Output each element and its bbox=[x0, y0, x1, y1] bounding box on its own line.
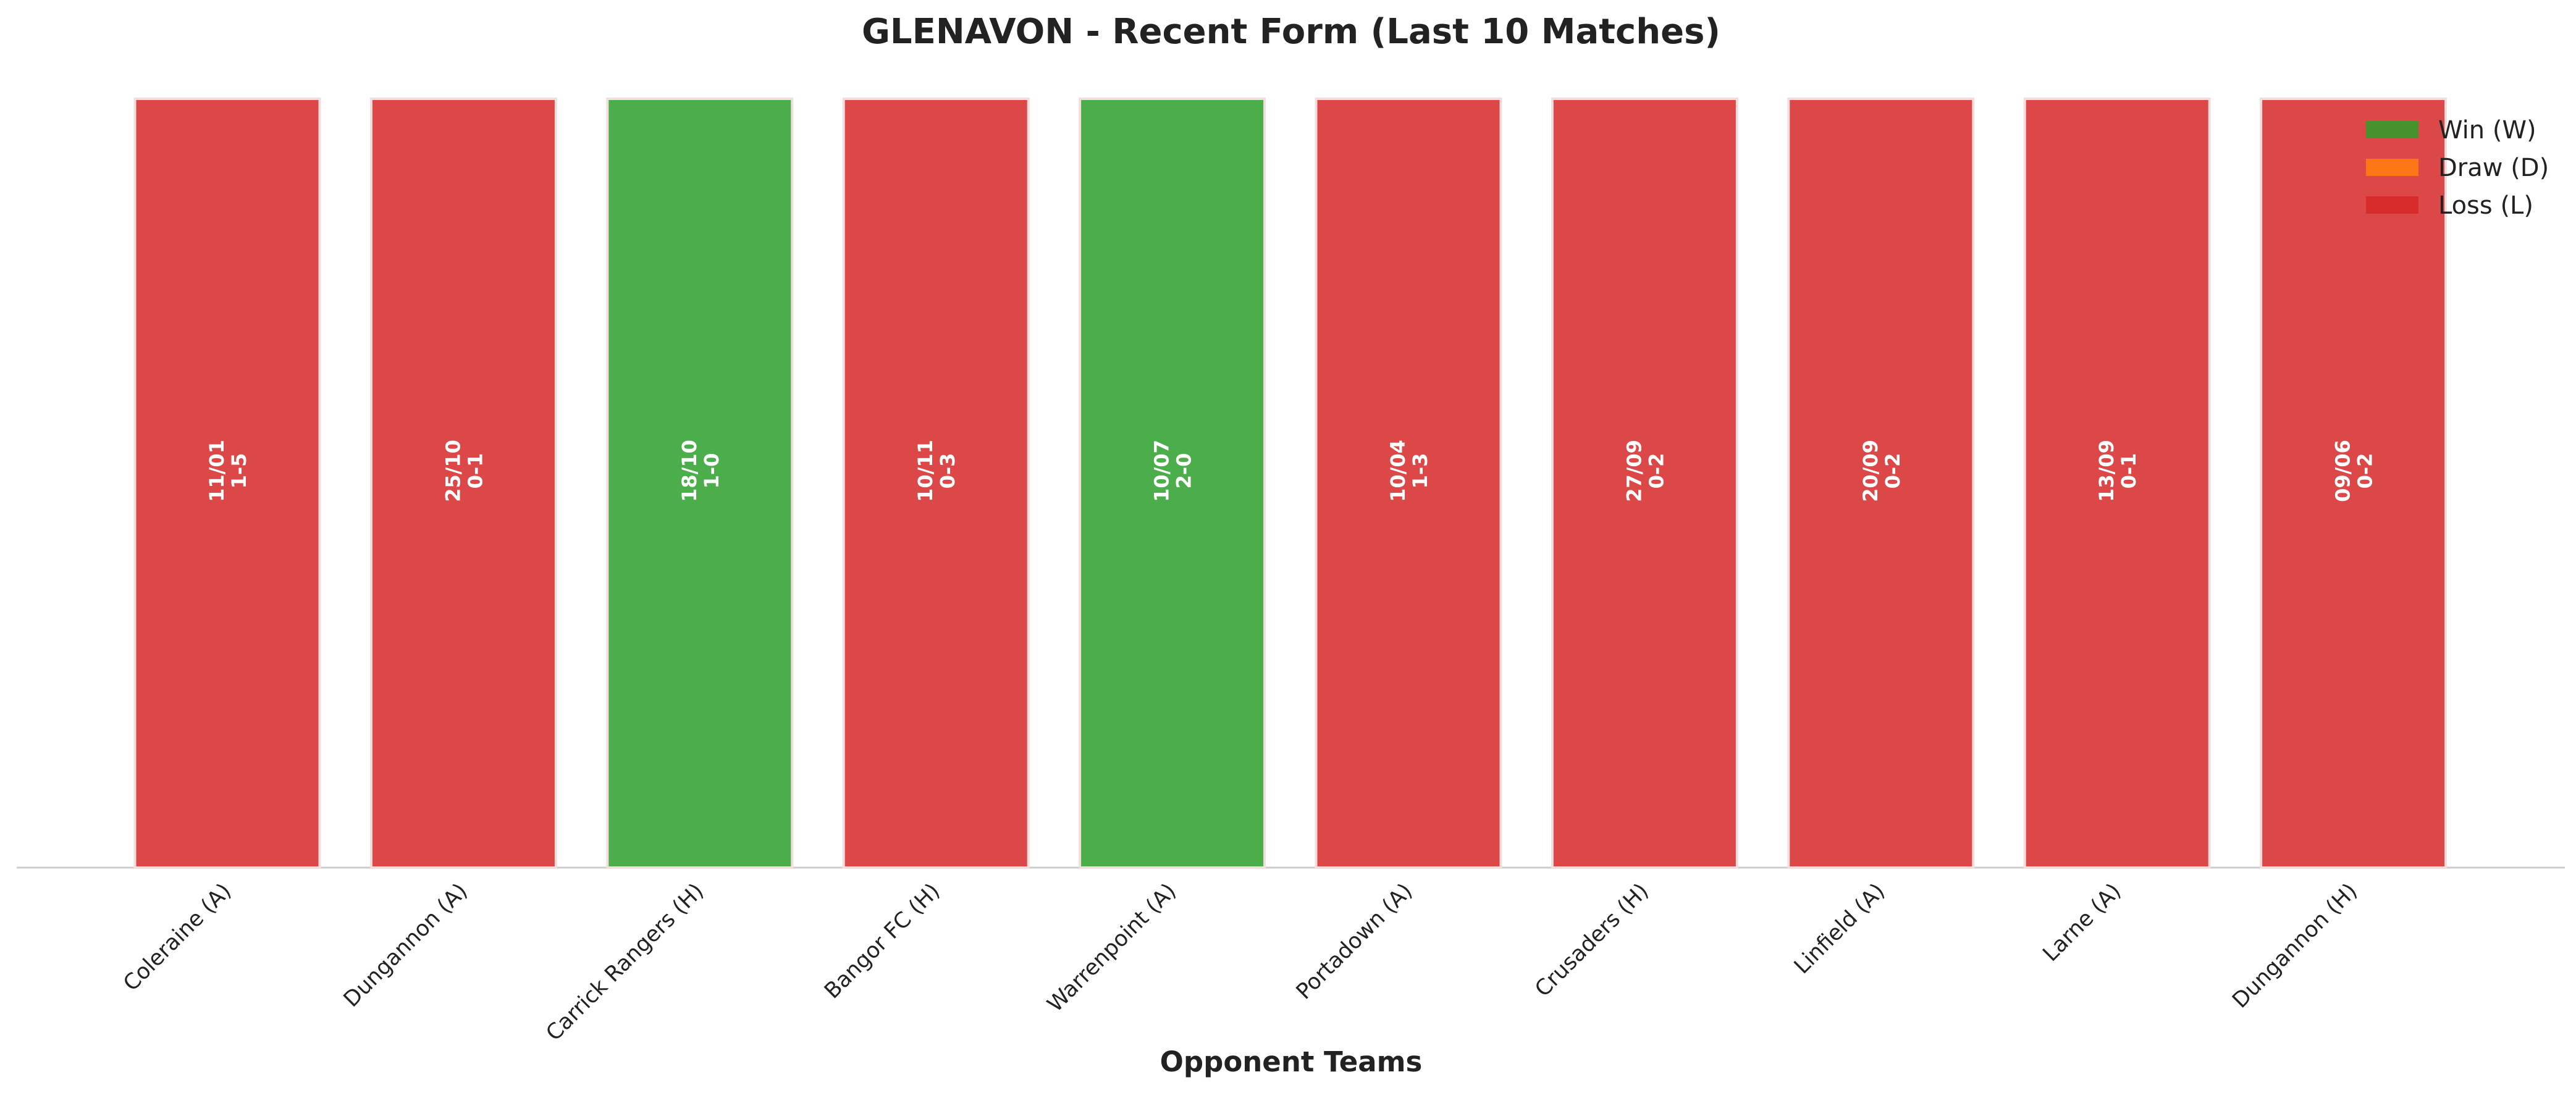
bar bbox=[2260, 98, 2448, 869]
bar-label: 10/072-0 bbox=[1150, 440, 1196, 502]
bar bbox=[1079, 98, 1266, 869]
bar-score: 1-0 bbox=[700, 453, 723, 489]
bar-label: 10/041-3 bbox=[1386, 440, 1432, 502]
bar-score: 1-3 bbox=[1408, 453, 1432, 489]
bar-score: 0-2 bbox=[2354, 453, 2377, 489]
bar-date: 20/09 bbox=[1859, 440, 1882, 502]
bar-score: 2-0 bbox=[1172, 453, 1196, 489]
bar-date: 25/10 bbox=[441, 440, 465, 502]
bar-date: 10/07 bbox=[1150, 440, 1174, 502]
bar bbox=[369, 98, 557, 869]
bar bbox=[606, 98, 794, 869]
bar bbox=[1315, 98, 1502, 869]
bar bbox=[1551, 98, 1738, 869]
legend-swatch bbox=[2366, 196, 2418, 214]
bar-label: 13/090-1 bbox=[2095, 440, 2140, 502]
bar-label: 11/011-5 bbox=[205, 440, 251, 502]
bar-date: 09/06 bbox=[2331, 440, 2355, 502]
legend-label: Draw (D) bbox=[2438, 154, 2549, 182]
bar-score: 0-1 bbox=[463, 453, 487, 489]
bar-score: 0-3 bbox=[936, 453, 959, 489]
legend-swatch bbox=[2366, 159, 2418, 176]
bar-label: 25/100-1 bbox=[441, 440, 487, 502]
bar bbox=[133, 98, 321, 869]
bar-date: 11/01 bbox=[205, 440, 229, 502]
bar-label: 09/060-2 bbox=[2331, 440, 2377, 502]
x-axis-title: Opponent Teams bbox=[1160, 1045, 1423, 1078]
legend-swatch bbox=[2366, 121, 2418, 138]
bar-label: 20/090-2 bbox=[1859, 440, 1905, 502]
bar-date: 10/04 bbox=[1386, 440, 1410, 502]
bar-date: 13/09 bbox=[2095, 440, 2118, 502]
bar-score: 0-2 bbox=[1644, 453, 1668, 489]
bar-label: 18/101-0 bbox=[678, 440, 723, 502]
bar-label: 10/110-3 bbox=[914, 440, 959, 502]
bar bbox=[1787, 98, 1975, 869]
bar bbox=[2023, 98, 2211, 869]
legend-label: Loss (L) bbox=[2438, 191, 2533, 220]
legend-label: Win (W) bbox=[2438, 116, 2536, 144]
chart-title: GLENAVON - Recent Form (Last 10 Matches) bbox=[862, 12, 1720, 52]
bar-label: 27/090-2 bbox=[1622, 440, 1668, 502]
bar-date: 27/09 bbox=[1622, 440, 1646, 502]
bar-score: 0-2 bbox=[1881, 453, 1905, 489]
bar-score: 0-1 bbox=[2117, 453, 2140, 489]
bar-score: 1-5 bbox=[227, 453, 251, 489]
bar-date: 18/10 bbox=[678, 440, 701, 502]
bar bbox=[842, 98, 1030, 869]
bar-date: 10/11 bbox=[914, 440, 937, 502]
